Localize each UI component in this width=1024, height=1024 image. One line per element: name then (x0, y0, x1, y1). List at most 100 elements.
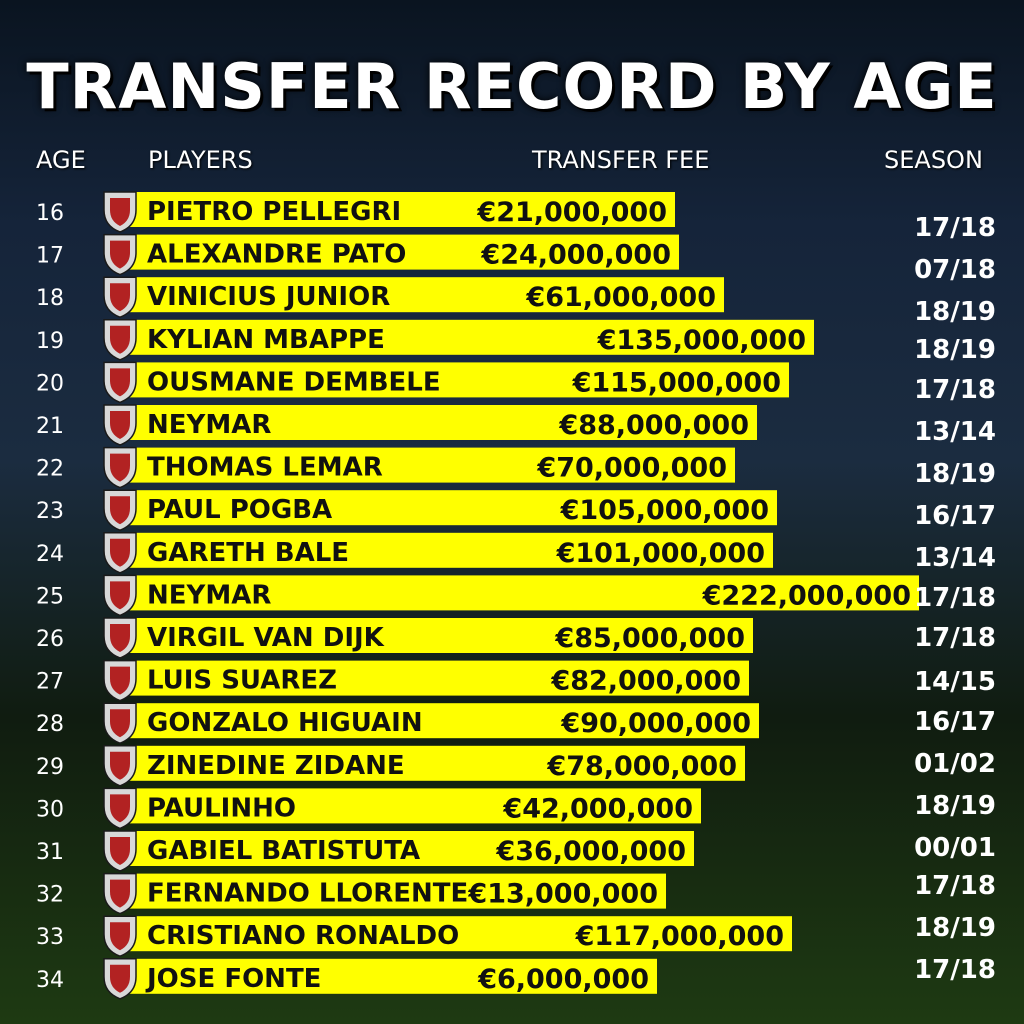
age-label: 29 (36, 755, 64, 780)
bar-20 (124, 362, 789, 398)
fee-label: €21,000,000 (476, 197, 667, 228)
fee-label: €24,000,000 (480, 240, 671, 271)
age-label: 24 (36, 542, 64, 567)
bar-32 (124, 873, 666, 909)
bar-30 (124, 788, 701, 824)
season-label: 17/18 (914, 623, 996, 653)
fee-label: €42,000,000 (502, 793, 693, 824)
age-label: 30 (36, 797, 64, 822)
fee-label: €70,000,000 (536, 453, 727, 484)
season-label: 16/17 (914, 501, 996, 531)
monaco-crest-icon (103, 191, 137, 233)
player-label: THOMAS LEMAR (147, 453, 383, 483)
fee-label: €90,000,000 (560, 708, 751, 739)
age-label: 33 (36, 925, 64, 950)
season-label: 17/18 (914, 213, 996, 243)
season-column-header: SEASON (884, 146, 983, 174)
age-label: 25 (36, 584, 64, 609)
fee-label: €82,000,000 (550, 666, 741, 697)
season-label: 16/17 (914, 707, 996, 737)
season-label: 13/14 (914, 543, 996, 573)
bar-34 (124, 958, 657, 994)
real-madrid-crest-icon (103, 532, 137, 574)
season-label: 18/19 (914, 297, 996, 327)
season-label: 17/18 (914, 583, 996, 613)
bar-24 (124, 532, 773, 568)
season-label: 18/19 (914, 913, 996, 943)
bar-16 (124, 192, 675, 227)
player-label: FERNANDO LLORENTE (147, 879, 468, 909)
barcelona-crest-icon (103, 361, 137, 404)
age-label: 22 (36, 457, 64, 482)
liverpool-crest-icon (103, 617, 137, 659)
season-label: 00/01 (914, 833, 996, 863)
player-label: JOSE FONTE (145, 964, 321, 994)
fee-label: €6,000,000 (477, 964, 649, 995)
fee-column-header: TRANSFER FEE (532, 146, 710, 174)
player-label: VINICIUS JUNIOR (147, 282, 390, 312)
age-label: 26 (36, 627, 64, 652)
season-label: 07/18 (914, 255, 996, 285)
season-label: 13/14 (914, 417, 996, 447)
bar-25 (124, 575, 919, 611)
bar-17 (124, 234, 679, 270)
real-madrid-crest-icon (103, 276, 137, 319)
fee-label: €85,000,000 (554, 623, 745, 654)
psg-crest-icon (103, 574, 137, 617)
fee-label: €101,000,000 (556, 538, 765, 569)
age-label: 21 (36, 414, 64, 439)
lille-crest-icon (103, 958, 137, 1000)
player-label: PIETRO PELLEGRI (147, 197, 401, 227)
juventus-crest-icon (103, 915, 137, 958)
player-label: OUSMANE DEMBELE (147, 367, 441, 397)
season-label: 18/19 (914, 791, 996, 821)
barcelona-crest-icon (103, 404, 137, 446)
bar-28 (124, 703, 759, 739)
player-label: PAUL POGBA (147, 495, 332, 525)
bar-31 (124, 831, 694, 866)
fee-label: €88,000,000 (558, 410, 749, 441)
fee-label: €105,000,000 (560, 495, 769, 526)
real-madrid-crest-icon (103, 745, 137, 787)
bar-22 (124, 447, 735, 483)
season-label: 17/18 (914, 375, 996, 405)
age-label: 27 (36, 670, 64, 695)
age-label: 17 (36, 244, 64, 269)
guangzhou-crest-icon (103, 787, 137, 830)
bar-21 (124, 405, 757, 440)
player-label: KYLIAN MBAPPE (147, 325, 385, 355)
player-label: NEYMAR (147, 580, 271, 610)
age-label: 16 (36, 201, 64, 226)
age-label: 19 (36, 329, 64, 354)
man-united-crest-icon (103, 489, 137, 532)
season-label: 18/19 (914, 459, 996, 489)
age-label: 31 (36, 840, 64, 865)
player-label: ZINEDINE ZIDANE (147, 751, 405, 781)
fee-label: €115,000,000 (572, 367, 781, 398)
bar-18 (124, 277, 724, 313)
bar-26 (124, 618, 753, 653)
age-label: 23 (36, 499, 64, 524)
player-label: VIRGIL VAN DIJK (147, 623, 385, 653)
fee-label: €78,000,000 (546, 751, 737, 782)
fee-label: €13,000,000 (467, 879, 658, 910)
chart-title: TRANSFER RECORD BY AGE (26, 50, 998, 123)
barcelona-crest-icon (103, 659, 137, 702)
season-label: 17/18 (914, 871, 996, 901)
player-label: GARETH BALE (147, 538, 349, 568)
fee-label: €61,000,000 (525, 282, 716, 313)
bar-29 (124, 745, 745, 781)
bar-23 (124, 490, 777, 526)
atletico-madrid-crest-icon (103, 446, 137, 489)
fee-label: €135,000,000 (597, 325, 806, 356)
age-label: 34 (36, 968, 64, 993)
season-label: 01/02 (914, 749, 996, 779)
age-label: 18 (36, 286, 64, 311)
fee-label: €36,000,000 (495, 836, 686, 867)
players-column-header: PLAYERS (148, 146, 253, 174)
player-label: GONZALO HIGUAIN (147, 708, 423, 738)
season-label: 14/15 (914, 667, 996, 697)
player-label: NEYMAR (147, 410, 271, 440)
juventus-crest-icon (103, 702, 137, 745)
